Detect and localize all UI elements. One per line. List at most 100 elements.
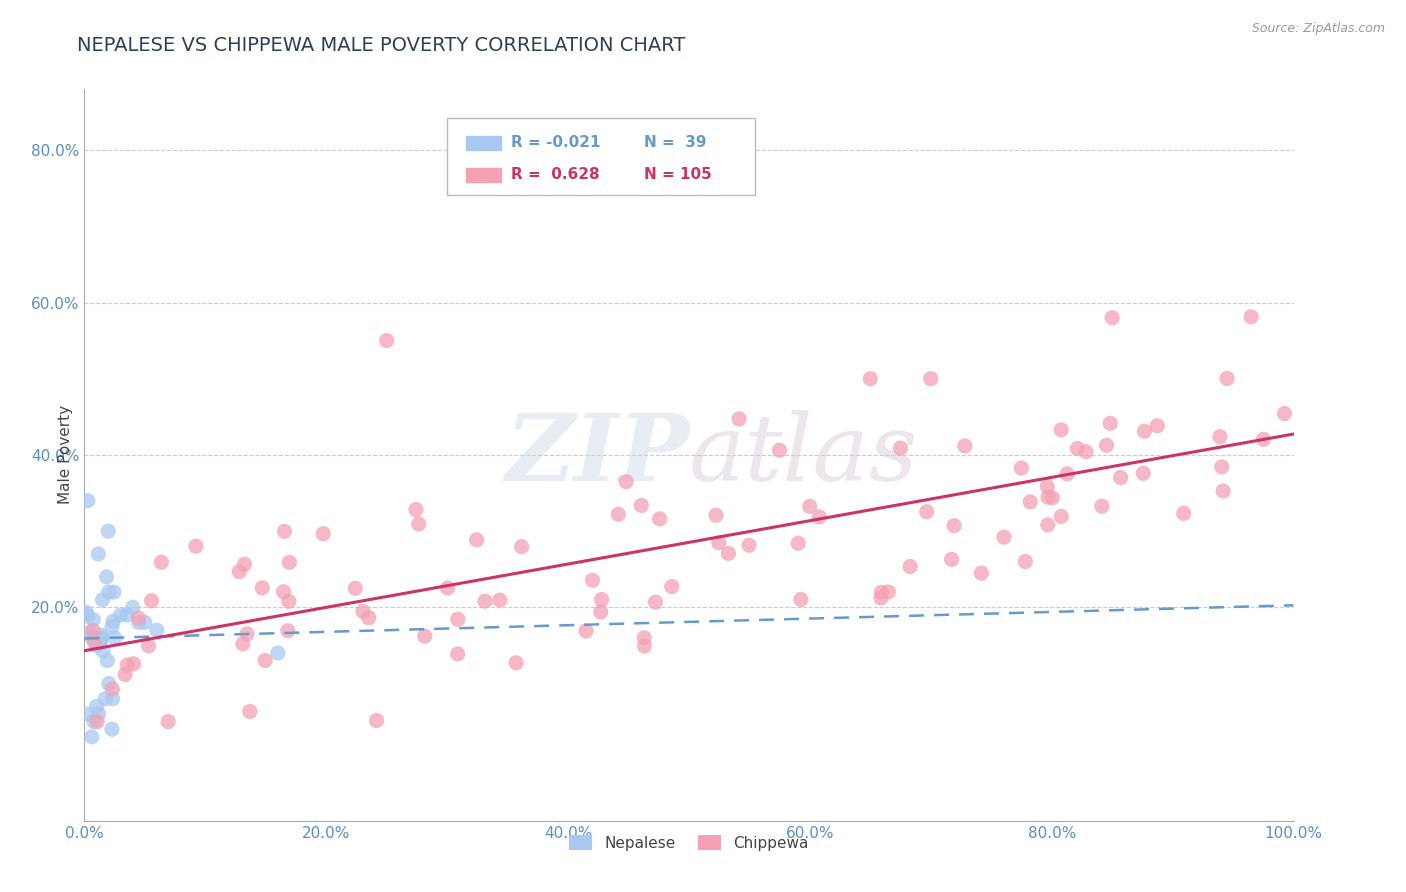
Text: NEPALESE VS CHIPPEWA MALE POVERTY CORRELATION CHART: NEPALESE VS CHIPPEWA MALE POVERTY CORREL… bbox=[77, 36, 686, 54]
Point bbox=[993, 530, 1015, 544]
Point bbox=[273, 524, 295, 539]
Point bbox=[1050, 509, 1073, 524]
Point bbox=[90, 631, 112, 645]
Point bbox=[943, 518, 966, 533]
Point bbox=[1074, 444, 1097, 458]
Text: R = -0.021: R = -0.021 bbox=[512, 135, 600, 150]
Point bbox=[184, 539, 207, 553]
Point bbox=[436, 581, 458, 595]
Point bbox=[82, 631, 104, 645]
Point bbox=[239, 705, 262, 719]
Point bbox=[357, 611, 380, 625]
Point bbox=[510, 540, 533, 554]
Point bbox=[920, 372, 942, 386]
Point bbox=[1056, 467, 1078, 481]
Point bbox=[465, 533, 488, 547]
Point bbox=[505, 656, 527, 670]
Point bbox=[607, 508, 630, 522]
Point bbox=[82, 624, 104, 638]
Point bbox=[1036, 490, 1059, 504]
Text: N = 105: N = 105 bbox=[644, 168, 711, 182]
Point bbox=[1050, 423, 1073, 437]
Point bbox=[644, 595, 666, 609]
Point bbox=[575, 624, 598, 638]
Point bbox=[1095, 438, 1118, 452]
Point bbox=[76, 493, 98, 508]
Point bbox=[101, 681, 124, 696]
Point bbox=[110, 607, 132, 622]
Point bbox=[1132, 467, 1154, 481]
Point bbox=[941, 552, 963, 566]
Point bbox=[277, 594, 299, 608]
Point bbox=[96, 654, 118, 668]
Point bbox=[87, 706, 110, 721]
Point bbox=[915, 505, 938, 519]
Point bbox=[89, 637, 111, 651]
Point bbox=[91, 592, 114, 607]
Point bbox=[86, 639, 108, 653]
Point bbox=[352, 604, 374, 618]
Point bbox=[82, 613, 104, 627]
Point bbox=[488, 593, 510, 607]
Point bbox=[1109, 470, 1132, 484]
Point bbox=[75, 605, 97, 619]
Point bbox=[799, 500, 821, 514]
Point bbox=[254, 653, 277, 667]
Point bbox=[122, 657, 145, 671]
Point bbox=[1040, 491, 1063, 505]
Point bbox=[101, 691, 124, 706]
Point bbox=[1036, 517, 1059, 532]
Point bbox=[1274, 407, 1296, 421]
Point bbox=[405, 502, 427, 516]
Point bbox=[630, 499, 652, 513]
Point bbox=[889, 441, 911, 455]
Point bbox=[877, 585, 900, 599]
Point bbox=[1099, 417, 1122, 431]
Point bbox=[89, 634, 111, 648]
Text: R =  0.628: R = 0.628 bbox=[512, 168, 600, 182]
Point bbox=[278, 555, 301, 569]
Point bbox=[312, 526, 335, 541]
Point bbox=[117, 658, 139, 673]
Point bbox=[103, 585, 125, 599]
Point bbox=[704, 508, 727, 523]
Point bbox=[97, 676, 120, 690]
Point bbox=[859, 372, 882, 386]
Point bbox=[157, 714, 180, 729]
Point bbox=[146, 623, 169, 637]
Point bbox=[90, 628, 112, 642]
Point bbox=[150, 555, 173, 569]
Point bbox=[474, 594, 496, 608]
Bar bbox=[465, 167, 502, 183]
Text: Source: ZipAtlas.com: Source: ZipAtlas.com bbox=[1251, 22, 1385, 36]
Point bbox=[121, 600, 143, 615]
Point bbox=[101, 614, 124, 628]
Point bbox=[1036, 479, 1059, 493]
Point bbox=[90, 632, 112, 646]
Point bbox=[1101, 310, 1123, 325]
Point bbox=[589, 605, 612, 619]
Point bbox=[83, 714, 105, 729]
Point bbox=[141, 594, 163, 608]
Point bbox=[83, 635, 105, 649]
Point bbox=[1209, 430, 1232, 444]
Point bbox=[1091, 500, 1114, 514]
Legend: Nepalese, Chippewa: Nepalese, Chippewa bbox=[562, 829, 815, 857]
Point bbox=[633, 631, 655, 645]
Point bbox=[232, 637, 254, 651]
Point bbox=[138, 639, 160, 653]
Point bbox=[104, 631, 127, 645]
Point bbox=[127, 611, 149, 625]
Point bbox=[1133, 424, 1156, 438]
Point bbox=[236, 627, 259, 641]
Point bbox=[1212, 483, 1234, 498]
Point bbox=[1216, 371, 1239, 385]
Point bbox=[79, 625, 101, 640]
Point bbox=[870, 585, 893, 599]
Point bbox=[101, 723, 124, 737]
Point bbox=[233, 558, 256, 572]
Point bbox=[91, 644, 114, 658]
Point bbox=[738, 538, 761, 552]
Point bbox=[128, 615, 150, 630]
Point bbox=[366, 714, 388, 728]
